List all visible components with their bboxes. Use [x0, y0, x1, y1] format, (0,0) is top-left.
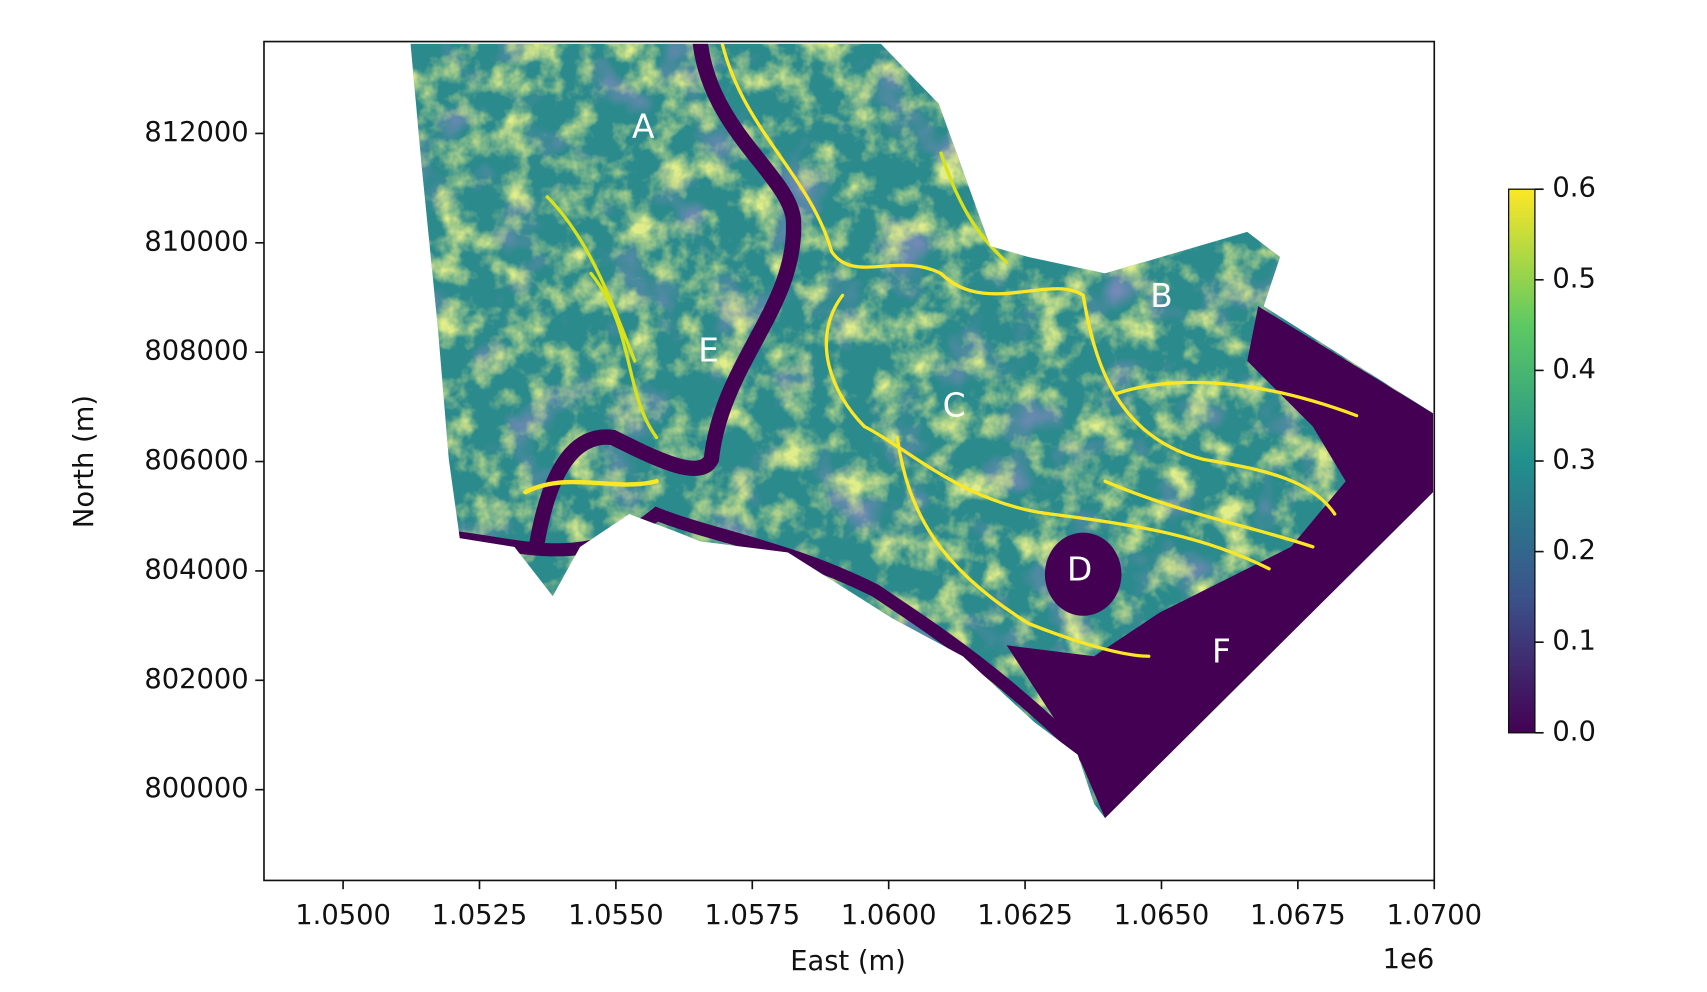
- colorbar-tick-label: 0.5: [1552, 263, 1595, 294]
- colorbar-tick-label: 0.1: [1552, 626, 1595, 657]
- x-tick-label: 1.0700: [1386, 900, 1482, 931]
- x-tick-label: 1.0575: [704, 900, 800, 931]
- x-tick-label: 1.0550: [568, 900, 664, 931]
- y-tick-label: 812000: [144, 117, 248, 148]
- x-axis-label: East (m): [790, 946, 906, 977]
- water: [1006, 306, 1434, 819]
- region-label: B: [1150, 277, 1173, 315]
- y-axis-label: North (m): [69, 395, 100, 528]
- colorbar-tick-label: 0.3: [1552, 445, 1595, 476]
- colorbar-tick-label: 0.2: [1552, 535, 1595, 566]
- y-tick-label: 804000: [144, 554, 248, 585]
- region-label: A: [632, 107, 655, 145]
- raster-texture: [410, 43, 1434, 819]
- colorbar-tick-label: 0.6: [1552, 173, 1595, 204]
- raster-map: [410, 43, 1434, 819]
- x-tick-label: 1.0525: [432, 900, 528, 931]
- x-tick-label: 1.0675: [1250, 900, 1346, 931]
- y-tick-label: 800000: [144, 773, 248, 804]
- region-label: F: [1212, 632, 1231, 670]
- x-tick-label: 1.0500: [295, 900, 391, 931]
- plot-frame: [263, 40, 1436, 882]
- y-tick-label: 806000: [144, 445, 248, 476]
- colorbar-tick-label: 0.4: [1552, 354, 1595, 385]
- colorbar: [1507, 188, 1536, 734]
- x-tick-label: 1.0600: [841, 900, 937, 931]
- x-tick-label: 1.0650: [1114, 900, 1210, 931]
- y-tick-label: 808000: [144, 336, 248, 367]
- water: [1044, 532, 1122, 616]
- y-tick-label: 810000: [144, 226, 248, 257]
- region-label: D: [1067, 550, 1092, 588]
- y-tick-label: 802000: [144, 664, 248, 695]
- x-offset-label: 1e6: [1383, 944, 1435, 975]
- colorbar-tick-label: 0.0: [1552, 716, 1595, 747]
- region-label: C: [943, 386, 966, 424]
- x-tick-label: 1.0625: [977, 900, 1073, 931]
- region-label: E: [698, 332, 719, 370]
- channels: [453, 43, 1359, 773]
